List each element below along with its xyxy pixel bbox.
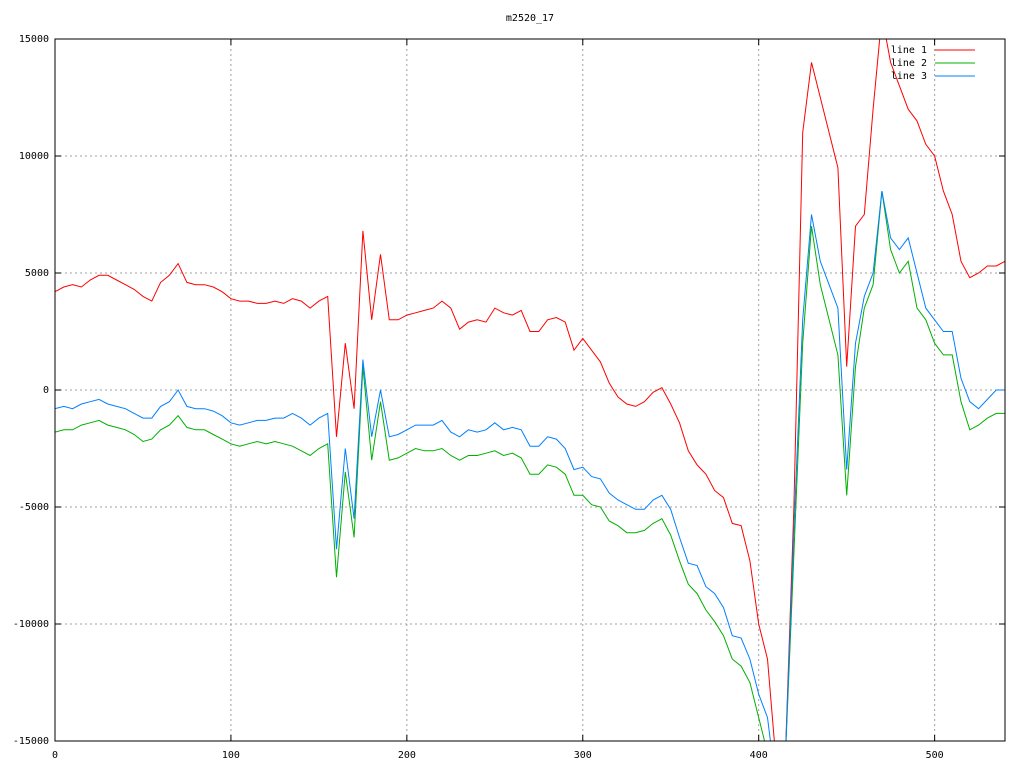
- x-tick-label: 100: [222, 750, 240, 761]
- data-line: [55, 191, 1005, 741]
- legend-label: line 3: [891, 71, 927, 82]
- y-tick-label: 15000: [19, 34, 49, 45]
- y-tick-label: 5000: [25, 268, 49, 279]
- data-line: [55, 191, 1005, 741]
- plot-area: [55, 39, 1005, 741]
- data-line: [55, 39, 1005, 741]
- y-tick-label: -5000: [19, 502, 49, 513]
- x-tick-label: 200: [398, 750, 416, 761]
- chart-title: m2520_17: [506, 13, 554, 24]
- y-tick-label: -15000: [13, 736, 49, 747]
- y-tick-label: 0: [43, 385, 49, 396]
- y-tick-label: -10000: [13, 619, 49, 630]
- x-tick-label: 400: [750, 750, 768, 761]
- x-tick-label: 500: [926, 750, 944, 761]
- y-tick-label: 10000: [19, 151, 49, 162]
- x-tick-label: 0: [52, 750, 58, 761]
- x-tick-label: 300: [574, 750, 592, 761]
- plot-border: [54, 38, 1006, 742]
- legend-label: line 1: [891, 45, 927, 56]
- legend-label: line 2: [891, 58, 927, 69]
